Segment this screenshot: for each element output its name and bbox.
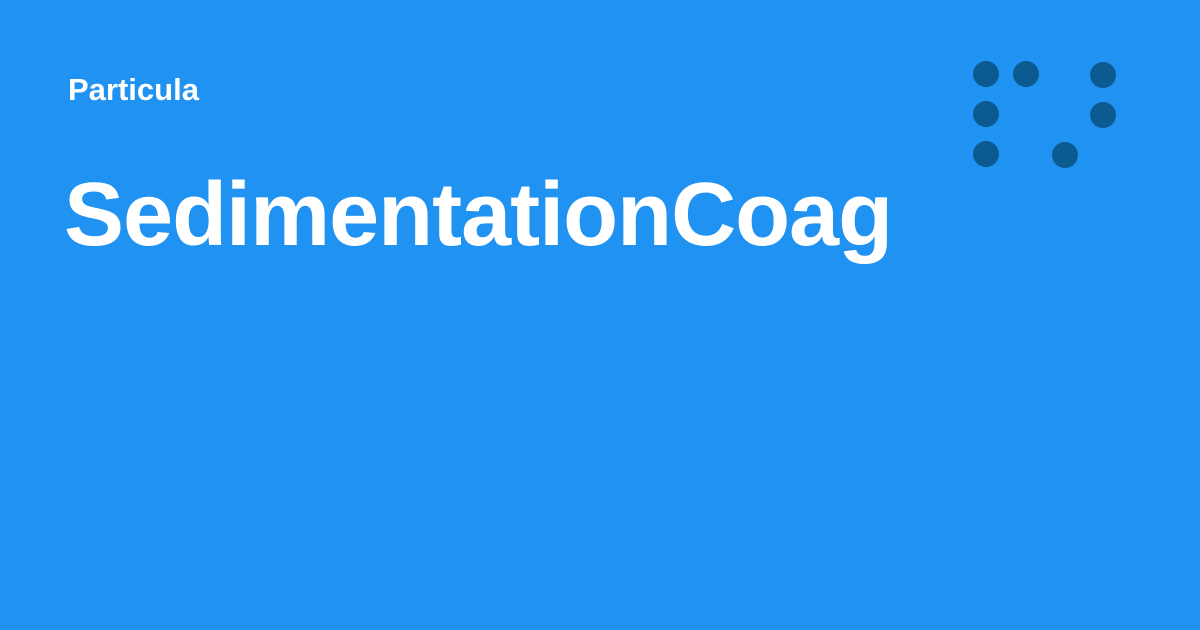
logo-dot	[973, 61, 999, 87]
headline-container: SedimentationCoagulation	[64, 160, 890, 270]
logo-dot	[1013, 61, 1039, 87]
dot-grid-logo-icon	[973, 61, 1116, 168]
page-title: SedimentationCoagulation	[64, 165, 890, 265]
logo-dot	[1090, 102, 1116, 128]
logo-dot	[1052, 142, 1078, 168]
brand-name: Particula	[68, 72, 199, 107]
logo-dot	[973, 141, 999, 167]
logo-dot	[973, 101, 999, 127]
logo-dot	[1090, 62, 1116, 88]
